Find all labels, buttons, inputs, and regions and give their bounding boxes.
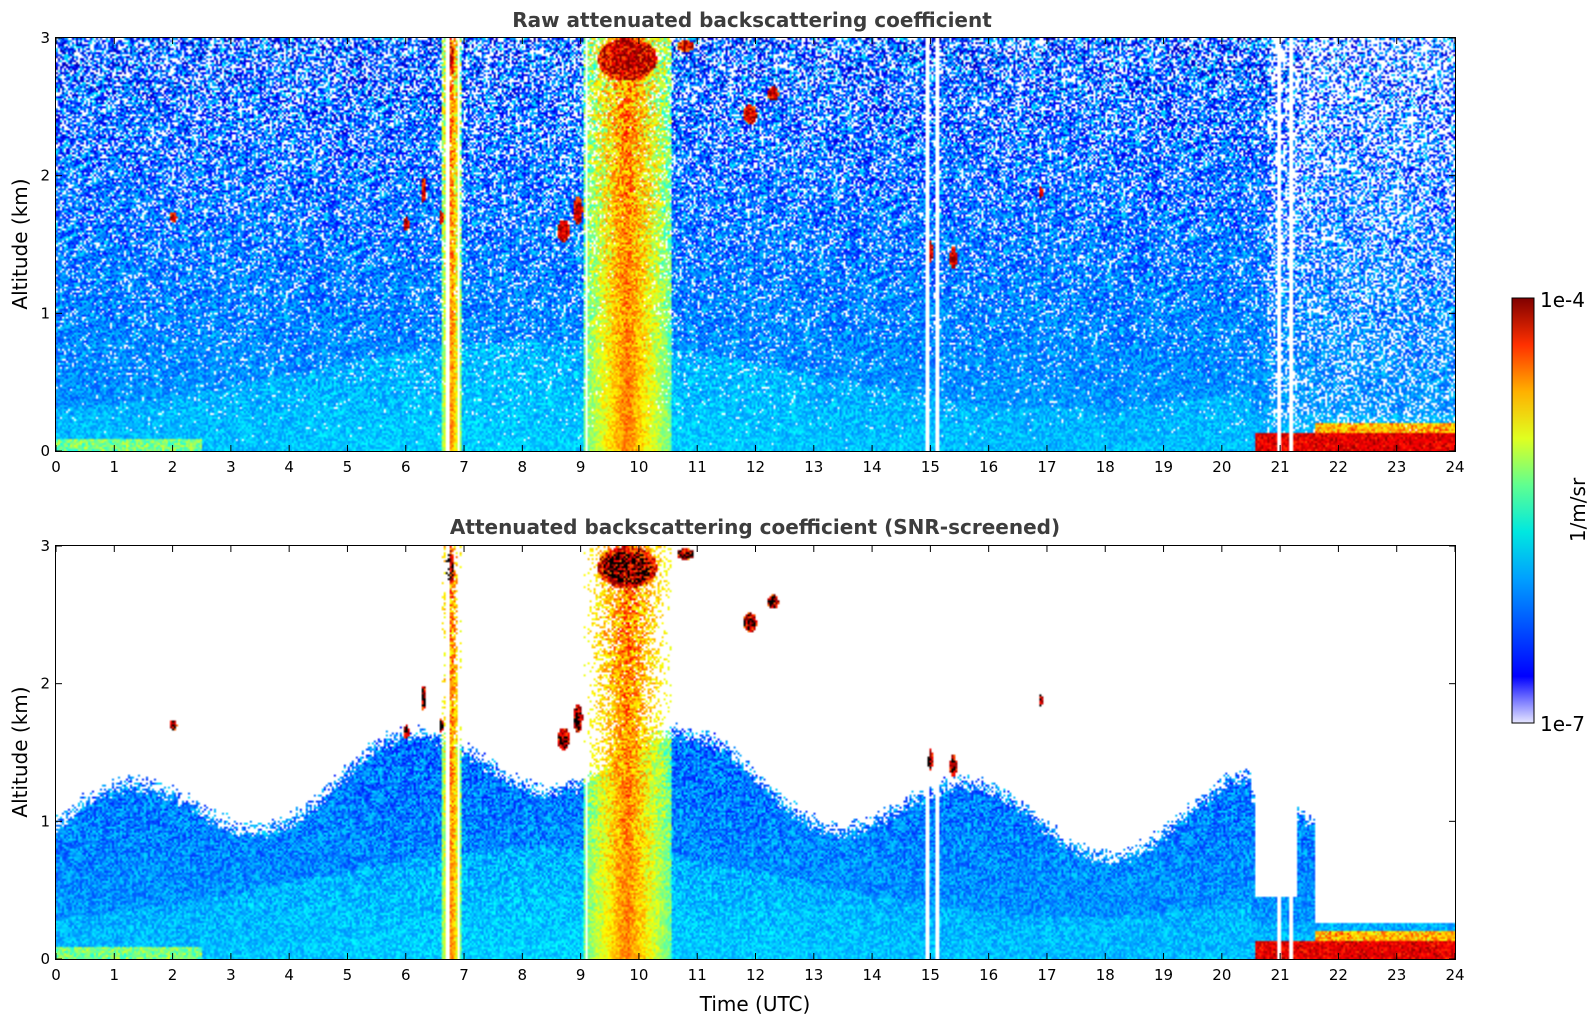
panel2-xtick-label-8: 8 <box>518 966 528 984</box>
colorbar-max-label: 1e-4 <box>1540 288 1585 312</box>
panel2-xtick-label-17: 17 <box>1037 966 1056 984</box>
panel1-ytick-label-1: 1 <box>40 304 50 322</box>
colorbar-gradient <box>1511 297 1535 724</box>
panel2-xlabel: Time (UTC) <box>699 992 811 1016</box>
panel2-xtick-label-4: 4 <box>284 966 294 984</box>
panel2-frame <box>55 545 1456 960</box>
panel1-xtick-label-13: 13 <box>804 458 823 476</box>
panel1-ytick-label-3: 3 <box>40 29 50 47</box>
panel2-xtick-label-11: 11 <box>688 966 707 984</box>
panel2-xtick-label-21: 21 <box>1271 966 1290 984</box>
colorbar-min-label: 1e-7 <box>1540 712 1585 736</box>
raw-backscatter-panel: Raw attenuated backscattering coefficien… <box>8 8 1465 476</box>
panel1-xtick-label-8: 8 <box>518 458 528 476</box>
panel1-xtick-label-7: 7 <box>459 458 469 476</box>
panel1-xtick-label-9: 9 <box>576 458 586 476</box>
panel1-ytick-label-2: 2 <box>40 167 50 185</box>
panel2-ylabel: Altitude (km) <box>8 686 32 817</box>
screened-backscatter-heatmap <box>56 546 1455 959</box>
panel1-xtick-label-3: 3 <box>226 458 236 476</box>
panel1-xtick-label-0: 0 <box>51 458 61 476</box>
panel2-xtick-label-1: 1 <box>110 966 120 984</box>
panel1-xtick-label-17: 17 <box>1037 458 1056 476</box>
panel1-xtick-label-15: 15 <box>921 458 940 476</box>
panel2-xtick-label-3: 3 <box>226 966 236 984</box>
panel2-ytick-label-1: 1 <box>40 812 50 830</box>
panel1-xtick-label-18: 18 <box>1096 458 1115 476</box>
panel2-xtick-label-15: 15 <box>921 966 940 984</box>
panel1-xtick-label-10: 10 <box>629 458 648 476</box>
panel2-xtick-label-19: 19 <box>1154 966 1173 984</box>
panel2-ytick-label-2: 2 <box>40 675 50 693</box>
screened-backscatter-panel: Attenuated backscattering coefficient (S… <box>8 515 1465 1016</box>
panel1-title: Raw attenuated backscattering coefficien… <box>512 8 992 32</box>
panel2-xtick-label-6: 6 <box>401 966 411 984</box>
panel1-xtick-label-21: 21 <box>1271 458 1290 476</box>
panel2-xtick-label-14: 14 <box>863 966 882 984</box>
panel1-xtick-label-6: 6 <box>401 458 411 476</box>
colorbar-unit-label: 1/m/sr <box>1566 477 1590 542</box>
panel1-xtick-label-12: 12 <box>746 458 765 476</box>
panel2-xtick-label-24: 24 <box>1445 966 1464 984</box>
panel2-xtick-label-12: 12 <box>746 966 765 984</box>
panel2-xtick-label-13: 13 <box>804 966 823 984</box>
panel2-xtick-label-0: 0 <box>51 966 61 984</box>
panel2-xtick-label-9: 9 <box>576 966 586 984</box>
panel1-xtick-label-2: 2 <box>168 458 178 476</box>
panel1-xtick-label-4: 4 <box>284 458 294 476</box>
panel1-xtick-label-23: 23 <box>1387 458 1406 476</box>
panel1-xtick-label-20: 20 <box>1212 458 1231 476</box>
panel2-ytick-label-3: 3 <box>40 537 50 555</box>
panel1-xtick-label-24: 24 <box>1445 458 1464 476</box>
raw-backscatter-heatmap <box>56 38 1455 451</box>
panel1-xtick-label-11: 11 <box>688 458 707 476</box>
panel2-title: Attenuated backscattering coefficient (S… <box>450 515 1060 539</box>
panel1-xtick-label-16: 16 <box>979 458 998 476</box>
panel2-xtick-label-7: 7 <box>459 966 469 984</box>
panel2-ytick-label-0: 0 <box>40 950 50 968</box>
panel2-xtick-label-2: 2 <box>168 966 178 984</box>
panel1-ylabel: Altitude (km) <box>8 178 32 309</box>
panel1-xtick-label-5: 5 <box>343 458 353 476</box>
panel1-xtick-label-1: 1 <box>110 458 120 476</box>
panel2-xtick-label-5: 5 <box>343 966 353 984</box>
panel2-xtick-label-22: 22 <box>1329 966 1348 984</box>
panel1-ytick-label-0: 0 <box>40 442 50 460</box>
panel2-xtick-label-16: 16 <box>979 966 998 984</box>
panel1-xtick-label-22: 22 <box>1329 458 1348 476</box>
panel2-xtick-label-10: 10 <box>629 966 648 984</box>
colorbar: 1e-4 1e-7 1/m/sr <box>1511 288 1590 736</box>
panel2-xtick-label-18: 18 <box>1096 966 1115 984</box>
panel2-xtick-label-20: 20 <box>1212 966 1231 984</box>
panel1-frame <box>55 37 1456 452</box>
panel2-xtick-label-23: 23 <box>1387 966 1406 984</box>
panel1-xtick-label-19: 19 <box>1154 458 1173 476</box>
panel1-xtick-label-14: 14 <box>863 458 882 476</box>
